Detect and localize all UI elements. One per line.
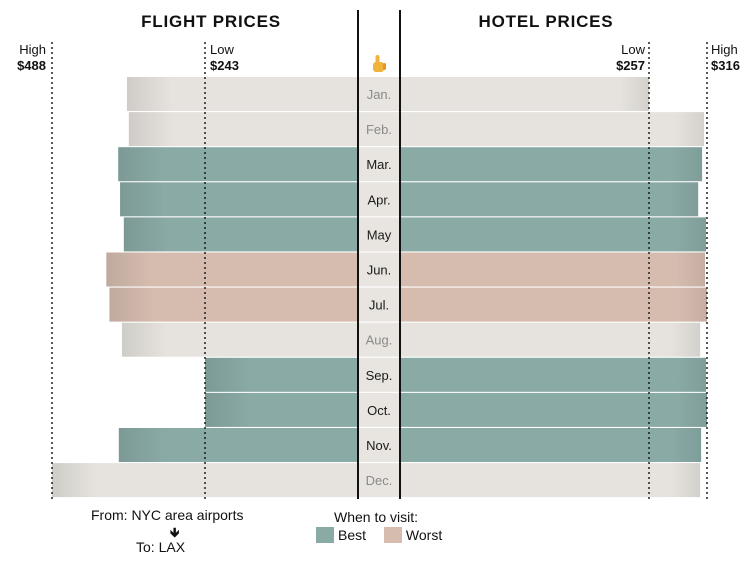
flight-bar-shade-jan: [126, 77, 172, 111]
month-label-jul: Jul.: [369, 298, 389, 313]
hotel-bar-mar: [400, 147, 703, 182]
hotel-bar-apr: [400, 182, 699, 217]
flight-bar-shade-oct: [205, 392, 250, 427]
flight-bar-shade-mar: [118, 147, 164, 182]
month-label-may: May: [367, 227, 392, 242]
hotel-bar-shade-jan: [619, 77, 649, 111]
hotel-bar-shade-apr: [668, 182, 699, 217]
flight-bar-shade-dec: [52, 463, 97, 498]
month-cell-oct: [358, 392, 400, 427]
month-cell-aug: [358, 322, 400, 357]
month-label-feb: Feb.: [366, 122, 392, 137]
legend-worst-swatch: [383, 527, 402, 543]
hotel-high-value: $316: [711, 58, 740, 73]
hotel-bar-shade-jun: [675, 252, 706, 287]
flight-high-label: High: [19, 42, 46, 57]
hotel-prices-title: HOTEL PRICES: [479, 12, 614, 31]
flight-prices-title: FLIGHT PRICES: [141, 12, 281, 31]
month-cell-jul: [358, 287, 400, 322]
hotel-bar-jun: [400, 252, 706, 287]
month-cell-feb: [358, 112, 400, 147]
flight-bar-shade-feb: [128, 112, 174, 147]
hotel-bar-sep: [400, 357, 707, 392]
hotel-bar-jul: [400, 287, 707, 322]
hotel-bar-shade-oct: [677, 392, 707, 427]
month-cell-jun: [358, 252, 400, 287]
hotel-bar-shade-aug: [670, 322, 701, 357]
month-cell-nov: [358, 428, 400, 462]
butterfly-chart: FLIGHT PRICES HOTEL PRICES High $488 Low…: [17, 10, 740, 499]
month-label-sep: Sep.: [366, 368, 393, 383]
hotel-bar-jan: [400, 77, 649, 111]
hotel-bar-may: [400, 217, 707, 252]
pointing-hand-icon: [373, 55, 386, 72]
bars-layer: Jan. Feb. Mar. Apr. May Jun. Jul. Aug. Sep. Oct. N…: [52, 77, 707, 498]
hotel-bar-aug: [400, 322, 701, 357]
month-label-oct: Oct.: [367, 403, 391, 418]
hotel-bar-shade-jul: [677, 287, 707, 322]
hotel-bar-shade-may: [676, 217, 707, 252]
hotel-bar-feb: [400, 112, 705, 147]
flight-bar-shade-jun: [106, 252, 152, 287]
destination-note: To: LAX: [136, 539, 186, 555]
flight-bar-shade-sep: [205, 357, 250, 392]
hotel-low-value: $257: [616, 58, 645, 73]
legend: Best Worst: [316, 527, 442, 543]
hotel-bar-shade-dec: [670, 463, 701, 498]
legend-worst-label: Worst: [405, 527, 443, 543]
hotel-bar-shade-feb: [674, 112, 705, 147]
month-label-jun: Jun.: [367, 263, 392, 278]
flight-bar-shade-aug: [121, 322, 167, 357]
guide-lines: [51, 10, 708, 499]
flight-bar-shade-jul: [109, 287, 155, 322]
month-cell-may: [358, 217, 400, 252]
flight-bar-shade-may: [123, 217, 169, 252]
down-arrow-icon: 🡻: [170, 525, 180, 540]
month-cell-mar: [358, 147, 400, 182]
flight-low-label: Low: [210, 42, 234, 57]
hotel-bar-nov: [400, 428, 702, 462]
hotel-bar-shade-nov: [671, 428, 702, 462]
hotel-high-label: High: [711, 42, 738, 57]
month-label-jan: Jan.: [367, 87, 392, 102]
month-label-apr: Apr.: [367, 192, 390, 207]
flight-bar-shade-nov: [118, 428, 164, 462]
flight-bar-shade-apr: [120, 182, 166, 217]
legend-best-swatch: [316, 527, 334, 543]
hotel-bar-shade-mar: [672, 147, 703, 182]
month-cell-jan: [358, 77, 400, 111]
hotel-bar-dec: [400, 463, 701, 498]
month-label-nov: Nov.: [366, 438, 392, 453]
month-label-dec: Dec.: [366, 473, 393, 488]
flight-high-value: $488: [17, 58, 46, 73]
month-label-aug: Aug.: [366, 333, 393, 348]
hotel-bar-shade-sep: [676, 357, 707, 392]
month-cell-dec: [358, 463, 400, 498]
origin-note: From: NYC area airports: [91, 507, 244, 523]
legend-best-label: Best: [338, 527, 367, 543]
month-cell-apr: [358, 182, 400, 217]
month-label-mar: Mar.: [366, 157, 391, 172]
hotel-low-label: Low: [621, 42, 645, 57]
month-cell-sep: [358, 357, 400, 392]
hotel-bar-oct: [400, 392, 707, 427]
flight-low-value: $243: [210, 58, 239, 73]
legend-title: When to visit:: [334, 509, 419, 525]
